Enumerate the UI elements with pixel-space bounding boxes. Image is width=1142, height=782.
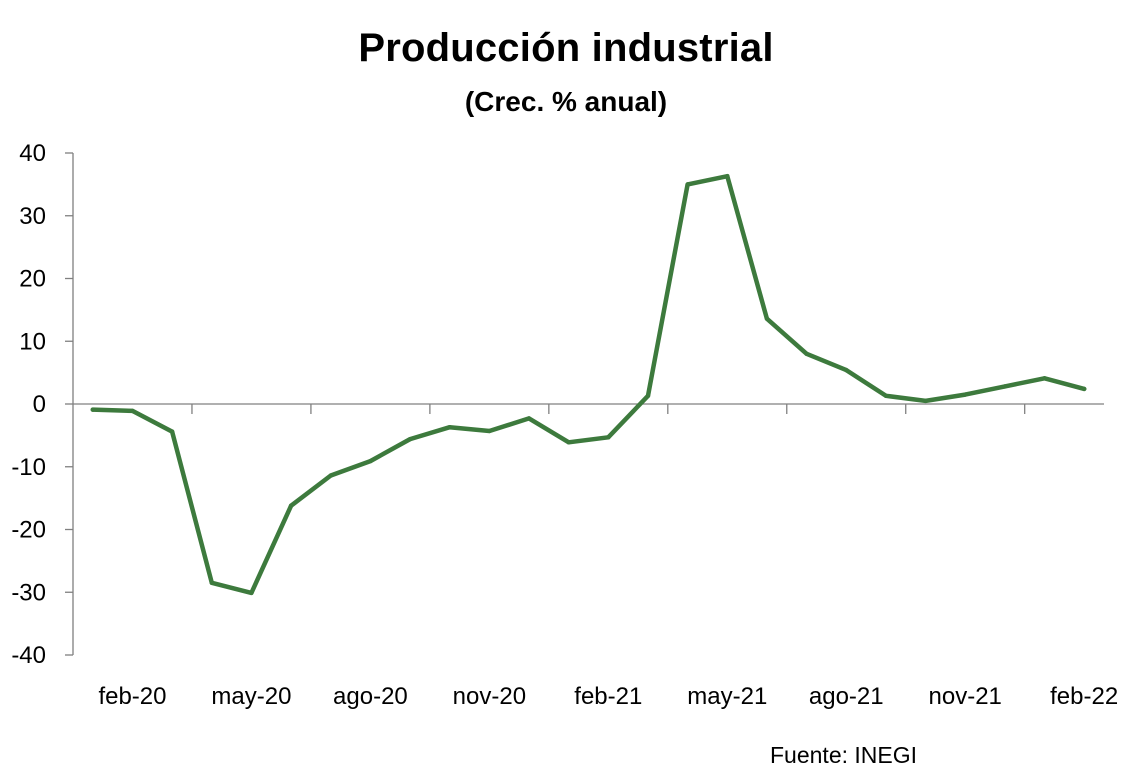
data-point bbox=[764, 316, 770, 321]
data-point bbox=[487, 428, 492, 434]
x-tick-label: may-20 bbox=[211, 683, 291, 710]
data-point bbox=[606, 435, 611, 440]
data-point bbox=[249, 590, 254, 596]
data-point bbox=[526, 416, 532, 421]
data-point bbox=[923, 398, 928, 404]
data-point bbox=[447, 425, 452, 430]
data-point bbox=[368, 458, 373, 464]
data-point bbox=[407, 436, 413, 442]
data-point bbox=[130, 408, 135, 414]
series-line bbox=[90, 173, 1087, 596]
x-tick-label: may-21 bbox=[687, 683, 767, 710]
data-point bbox=[1042, 376, 1047, 381]
data-point bbox=[883, 393, 889, 399]
x-axis: feb-20 may-20 ago-20 nov-20 feb-21 may-21 ago-… bbox=[73, 403, 1118, 710]
data-point bbox=[288, 503, 294, 508]
y-tick-label: -20 bbox=[11, 517, 46, 544]
y-tick-label: 0 bbox=[33, 391, 46, 418]
chart-subtitle: (Crec. % anual) bbox=[464, 86, 668, 117]
x-tick-label: nov-20 bbox=[453, 683, 526, 710]
data-point bbox=[725, 174, 730, 179]
y-tick-label: 10 bbox=[19, 328, 46, 355]
y-tick-label: 30 bbox=[19, 203, 46, 230]
y-tick-label: 20 bbox=[19, 266, 46, 293]
x-tick-label: ago-21 bbox=[809, 683, 884, 710]
y-tick-label: 40 bbox=[19, 140, 46, 167]
data-point bbox=[90, 407, 96, 412]
y-axis: 40 30 20 10 0 -10 -20 -30 -40 bbox=[11, 140, 74, 669]
chart-title: Producción industrial bbox=[358, 26, 774, 70]
x-tick-label: nov-21 bbox=[929, 683, 1002, 710]
data-point bbox=[566, 440, 571, 445]
y-tick-label: -30 bbox=[11, 579, 46, 606]
data-point bbox=[804, 351, 809, 356]
data-point bbox=[209, 580, 214, 586]
data-point bbox=[844, 367, 849, 373]
data-point bbox=[1081, 386, 1087, 392]
data-point bbox=[645, 393, 651, 399]
x-tick-label: ago-20 bbox=[333, 683, 408, 710]
x-tick-label: feb-21 bbox=[574, 683, 642, 710]
y-tick-label: -10 bbox=[11, 454, 46, 481]
data-point bbox=[1002, 384, 1008, 389]
x-tick-label: feb-22 bbox=[1050, 683, 1118, 710]
y-tick-label: -40 bbox=[11, 642, 46, 669]
data-point bbox=[963, 392, 968, 397]
series bbox=[90, 173, 1087, 596]
x-tick-label: feb-20 bbox=[98, 683, 166, 710]
data-point bbox=[169, 429, 175, 434]
data-point bbox=[685, 182, 690, 187]
data-point bbox=[328, 473, 333, 478]
source-note: Fuente: INEGI bbox=[770, 742, 918, 768]
